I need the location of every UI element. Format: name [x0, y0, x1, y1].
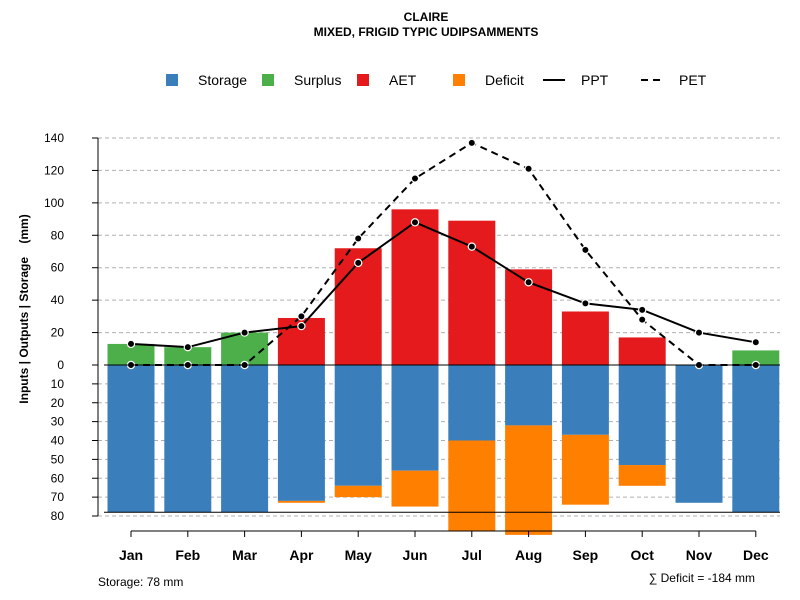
y-tick-label-lower: 70: [51, 490, 65, 504]
storage-bar: [277, 365, 325, 501]
x-tick-label: Jun: [403, 547, 428, 563]
ppt-point: [183, 342, 192, 352]
y-tick-label-upper: 20: [51, 326, 65, 340]
legend-swatch-surplus: [262, 74, 274, 86]
storage-bar: [164, 365, 212, 513]
legend-label-storage: Storage: [198, 72, 247, 88]
y-tick-label-lower: 30: [51, 415, 65, 429]
x-tick-label: Nov: [686, 547, 713, 563]
storage-bar: [391, 365, 439, 471]
x-tick-label: Mar: [232, 547, 257, 563]
y-tick-label-upper: 140: [44, 131, 64, 145]
aet-bar: [448, 220, 496, 365]
ppt-point: [751, 338, 761, 347]
x-tick-label: May: [345, 547, 372, 563]
storage-bar: [334, 365, 382, 486]
y-tick-label-upper: 100: [44, 196, 64, 210]
lines: [126, 138, 761, 370]
pet-point: [638, 315, 647, 324]
ppt-point: [524, 278, 533, 287]
legend-label-surplus: Surplus: [294, 72, 341, 88]
x-tick-label: Feb: [175, 547, 200, 563]
pet-point: [410, 174, 420, 183]
ppt-point: [126, 339, 136, 349]
y-tick-label-upper: 0: [57, 358, 64, 372]
y-tick-label-lower: 40: [51, 434, 65, 448]
pet-point: [297, 312, 306, 321]
surplus-bar: [164, 347, 212, 365]
x-tick-label: Jul: [462, 547, 482, 563]
deficit-bar: [334, 485, 382, 498]
y-tick-label-lower: 20: [51, 396, 65, 410]
legend-label-ppt: PPT: [581, 72, 609, 88]
ppt-point: [467, 242, 476, 251]
bars: [107, 209, 780, 535]
ppt-point: [410, 218, 420, 227]
y-tick-label-upper: 80: [51, 228, 65, 242]
aet-bar: [561, 311, 609, 365]
deficit-bar: [505, 425, 553, 535]
legend-label-aet: AET: [389, 72, 417, 88]
chart-subtitle: MIXED, FRIGID TYPIC UDIPSAMMENTS: [314, 25, 539, 39]
storage-bar: [505, 365, 553, 426]
x-tick-label: Dec: [743, 547, 769, 563]
storage-bar: [618, 365, 666, 466]
y-tick-label-lower: 10: [51, 377, 65, 391]
storage-bar: [107, 365, 155, 513]
ppt-point: [354, 258, 363, 268]
pet-line: [131, 141, 756, 366]
y-tick-label-lower: 50: [51, 452, 65, 466]
storage-bar: [675, 365, 723, 503]
y-axis-label: Inputs | Outputs | Storage (mm): [17, 214, 31, 403]
ppt-point: [694, 328, 704, 337]
aet-bar: [391, 209, 439, 365]
footer-deficit: ∑ Deficit = -184 mm: [649, 571, 755, 585]
y-tick-label-upper: 60: [51, 261, 65, 275]
x-tick-label: Apr: [289, 547, 314, 563]
legend: Storage Surplus AET Deficit PPT PET: [166, 72, 707, 88]
x-tick-label: Oct: [631, 547, 655, 563]
storage-bar: [561, 365, 609, 435]
storage-bar: [732, 365, 780, 513]
pet-point: [524, 164, 533, 174]
ppt-point: [297, 321, 306, 331]
legend-label-deficit: Deficit: [485, 72, 524, 88]
y-tick-label-upper: 120: [44, 163, 64, 177]
deficit-bar: [561, 434, 609, 505]
aet-bar: [618, 337, 666, 365]
y-tick-label-lower: 80: [51, 509, 65, 523]
storage-bar: [448, 365, 496, 441]
ppt-point: [240, 328, 249, 337]
legend-swatch-storage: [166, 74, 178, 86]
surplus-bar: [221, 332, 269, 365]
deficit-bar: [618, 465, 666, 486]
footer-storage: Storage: 78 mm: [98, 575, 183, 589]
y-tick-label-upper: 40: [51, 293, 65, 307]
x-tick-label: Jan: [119, 547, 143, 563]
ppt-line: [130, 221, 756, 349]
pet-point: [467, 138, 476, 148]
storage-bar: [221, 365, 269, 513]
pet-point: [354, 234, 363, 243]
legend-swatch-deficit: [453, 74, 465, 86]
pet-point: [581, 245, 590, 255]
ppt-point: [581, 299, 590, 308]
surplus-bar: [732, 350, 780, 365]
deficit-bar: [391, 470, 439, 507]
x-tick-label: Aug: [515, 547, 542, 563]
y-tick-label-lower: 60: [51, 471, 65, 485]
aet-bar: [334, 248, 382, 365]
ppt-point: [638, 305, 647, 315]
grid-lines: [98, 137, 780, 517]
axes: 0 20 40 60 80 100 120 140 10 20 30 40 50 60 70 80 Jan Feb…: [44, 131, 780, 563]
legend-label-pet: PET: [679, 72, 707, 88]
chart-title: CLAIRE: [404, 10, 449, 24]
deficit-bar: [277, 500, 325, 503]
deficit-bar: [448, 440, 496, 532]
surplus-bar: [107, 343, 155, 365]
legend-swatch-aet: [357, 74, 369, 86]
x-tick-label: Sep: [573, 547, 599, 563]
